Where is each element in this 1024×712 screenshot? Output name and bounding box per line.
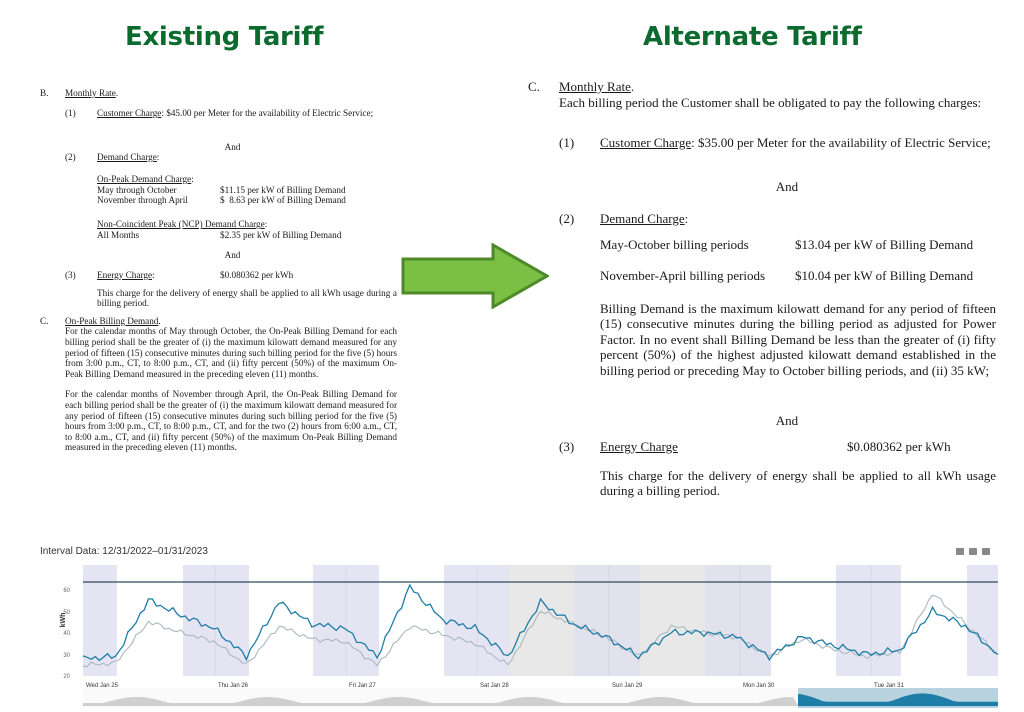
svg-text:Fri Jan 27: Fri Jan 27 xyxy=(349,683,376,689)
section-letter: C. xyxy=(528,79,540,94)
alternate-tariff-document: C. Monthly Rate. Each billing period the… xyxy=(528,79,996,499)
y-axis: 60 50 40 30 20 kWh xyxy=(60,588,71,680)
interval-chart-title: Interval Data: 12/31/2022–01/31/2023 xyxy=(40,546,208,557)
alternate-tariff-title: Alternate Tariff xyxy=(643,22,862,52)
right-arrow-icon xyxy=(401,242,551,314)
item-number: (1) xyxy=(65,108,76,118)
item-number: (2) xyxy=(559,210,575,226)
existing-tariff-title: Existing Tariff xyxy=(125,22,324,52)
rate-value: $ 8.63 per kW of Billing Demand xyxy=(220,195,346,206)
rate-period: May-October billing periods xyxy=(600,236,749,252)
section-heading: Monthly Rate xyxy=(65,88,116,98)
comparison-series-line xyxy=(82,594,999,668)
existing-tariff-document: B. Monthly Rate. (1) Customer Charge: $4… xyxy=(40,88,397,453)
rate-period: November-April billing periods xyxy=(600,267,766,283)
svg-text:Sat Jan 28: Sat Jan 28 xyxy=(480,683,509,689)
rate-value: $11.15 per kW of Billing Demand xyxy=(220,184,346,195)
rate-value: $2.35 per kW of Billing Demand xyxy=(220,229,342,240)
svg-text:30: 30 xyxy=(63,653,70,659)
customer-charge-label: Customer Charge xyxy=(600,134,692,150)
customer-charge-text: : $45.00 per Meter for the availability … xyxy=(161,108,374,118)
navigator-area xyxy=(83,697,798,706)
customer-charge-text: : $35.00 per Meter for the availability … xyxy=(691,134,991,150)
energy-charge-rate: $0.080362 per kWh xyxy=(220,269,294,280)
on-peak-winter-paragraph: For the calendar months of November thro… xyxy=(65,389,397,453)
energy-charge-description: This charge for the delivery of energy s… xyxy=(600,467,996,499)
item-number: (1) xyxy=(559,134,575,150)
demand-charge-label: Demand Charge xyxy=(97,152,157,162)
ncp-heading: Non-Coincident Peak (NCP) Demand Charge xyxy=(97,219,265,230)
svg-text:20: 20 xyxy=(63,674,70,680)
rate-period: November through April xyxy=(97,195,188,206)
on-peak-heading: On-Peak Demand Charge xyxy=(97,174,192,184)
rate-period: All Months xyxy=(97,229,140,240)
and-separator: And xyxy=(775,412,799,428)
svg-text:50: 50 xyxy=(63,610,70,616)
intro-text: Each billing period the Customer shall b… xyxy=(559,94,982,110)
section-letter: B. xyxy=(40,88,49,98)
section-heading: Monthly Rate xyxy=(559,79,631,94)
section-letter: C. xyxy=(40,315,49,326)
time-bands xyxy=(83,565,998,676)
svg-text:40: 40 xyxy=(63,631,70,637)
svg-text:Tue Jan 31: Tue Jan 31 xyxy=(874,683,904,689)
demand-charge-label: Demand Charge xyxy=(600,210,685,226)
chart-toolbar xyxy=(956,548,990,555)
rate-value: $13.04 per kW of Billing Demand xyxy=(795,236,974,252)
section-heading: On-Peak Billing Demand xyxy=(65,315,159,326)
x-axis: Wed Jan 25 Thu Jan 26 Fri Jan 27 Sat Jan 28… xyxy=(86,683,904,689)
interval-data-chart[interactable]: 60 50 40 30 20 kWh Wed Jan 25 Thu Jan 26 F… xyxy=(0,562,1024,712)
energy-charge-description: This charge for the delivery of energy s… xyxy=(97,287,397,309)
navigator-selected-area xyxy=(798,693,998,706)
svg-text:Mon Jan 30: Mon Jan 30 xyxy=(743,683,775,689)
calendar-icon[interactable] xyxy=(982,548,990,555)
energy-charge-label: Energy Charge xyxy=(600,438,678,454)
on-peak-summer-paragraph: For the calendar months of May through O… xyxy=(65,326,397,379)
svg-text:Sun Jan 29: Sun Jan 29 xyxy=(612,683,643,689)
item-number: (3) xyxy=(65,269,76,280)
svg-text:60: 60 xyxy=(63,588,70,594)
svg-text:Thu Jan 26: Thu Jan 26 xyxy=(218,683,249,689)
and-separator: And xyxy=(224,142,241,152)
and-separator: And xyxy=(775,178,799,194)
energy-charge-label: Energy Charge xyxy=(97,269,153,280)
item-number: (2) xyxy=(65,152,76,162)
energy-charge-rate: $0.080362 per kWh xyxy=(847,438,951,454)
svg-text:kWh: kWh xyxy=(60,613,67,628)
rate-value: $10.04 per kW of Billing Demand xyxy=(795,267,974,283)
rate-period: May through October xyxy=(97,184,177,195)
customer-charge-label: Customer Charge xyxy=(97,108,162,118)
and-separator: And xyxy=(224,249,241,260)
minus-icon[interactable] xyxy=(969,548,977,555)
billing-demand-text: Billing Demand is the maximum kilowatt d… xyxy=(600,300,996,378)
svg-text:Wed Jan 25: Wed Jan 25 xyxy=(86,683,119,689)
current-series-line xyxy=(82,583,999,662)
calendar-icon[interactable] xyxy=(956,548,964,555)
item-number: (3) xyxy=(559,438,575,454)
